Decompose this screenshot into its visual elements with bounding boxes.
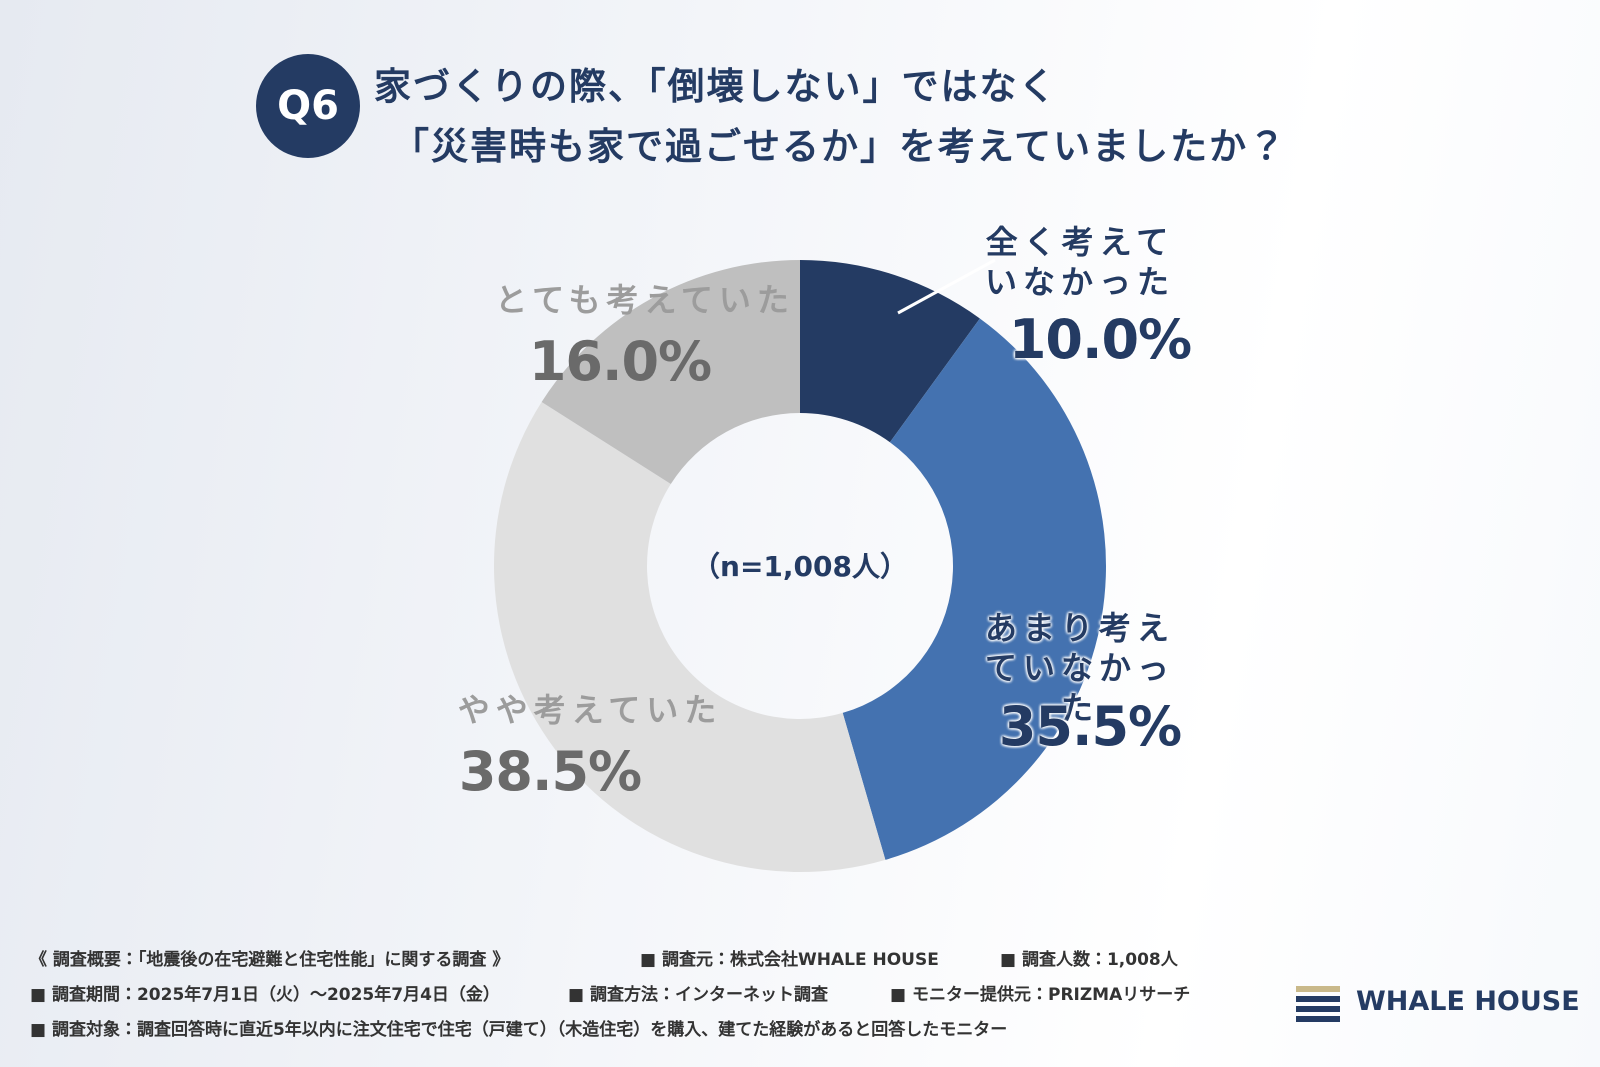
category-label: やや考えていた	[457, 691, 723, 729]
category-label: あまり考えていなかった	[984, 609, 1175, 727]
footer-note: ■ 調査元：株式会社WHALE HOUSE	[640, 950, 939, 970]
title-line: 家づくりの際、「倒壊しない」ではなく	[374, 65, 1058, 108]
donut-segment	[842, 318, 1106, 860]
value-label: 10.0%	[1008, 308, 1192, 371]
badge: Q6	[277, 83, 339, 129]
category-label: とても考えていた	[495, 281, 795, 319]
title-line: 「災害時も家で過ごせるか」を考えていましたか？	[392, 125, 1288, 168]
donut-segment	[494, 402, 886, 872]
value-label: 35.5%	[998, 695, 1182, 758]
leader-line	[897, 258, 996, 315]
donut-segment	[800, 260, 980, 443]
logo: WHALE HOUSE	[1356, 986, 1580, 1017]
badge-circle	[256, 54, 360, 158]
footer-note: ■ モニター提供元：PRIZMAリサーチ	[890, 985, 1191, 1005]
footer-note: 《 調査概要：「地震後の在宅避難と住宅性能」に関する調査 》	[30, 950, 510, 970]
footer-note: ■ 調査期間：2025年7月1日（火）～2025年7月4日（金）	[30, 985, 500, 1005]
footer-note: ■ 調査方法：インターネット調査	[568, 985, 828, 1005]
footer-note: ■ 調査人数：1,008人	[1000, 950, 1178, 970]
donut-segment	[541, 260, 800, 485]
category-label: 全く考えていなかった	[984, 223, 1175, 301]
center-label: （n=1,008人）	[692, 550, 908, 583]
value-label: 38.5%	[458, 740, 642, 803]
value-label: 16.0%	[528, 330, 712, 393]
footer-note: ■ 調査対象：調査回答時に直近5年以内に注文住宅で住宅（戸建て）（木造住宅）を購…	[30, 1020, 1008, 1040]
logo-icon	[1296, 986, 1340, 1022]
